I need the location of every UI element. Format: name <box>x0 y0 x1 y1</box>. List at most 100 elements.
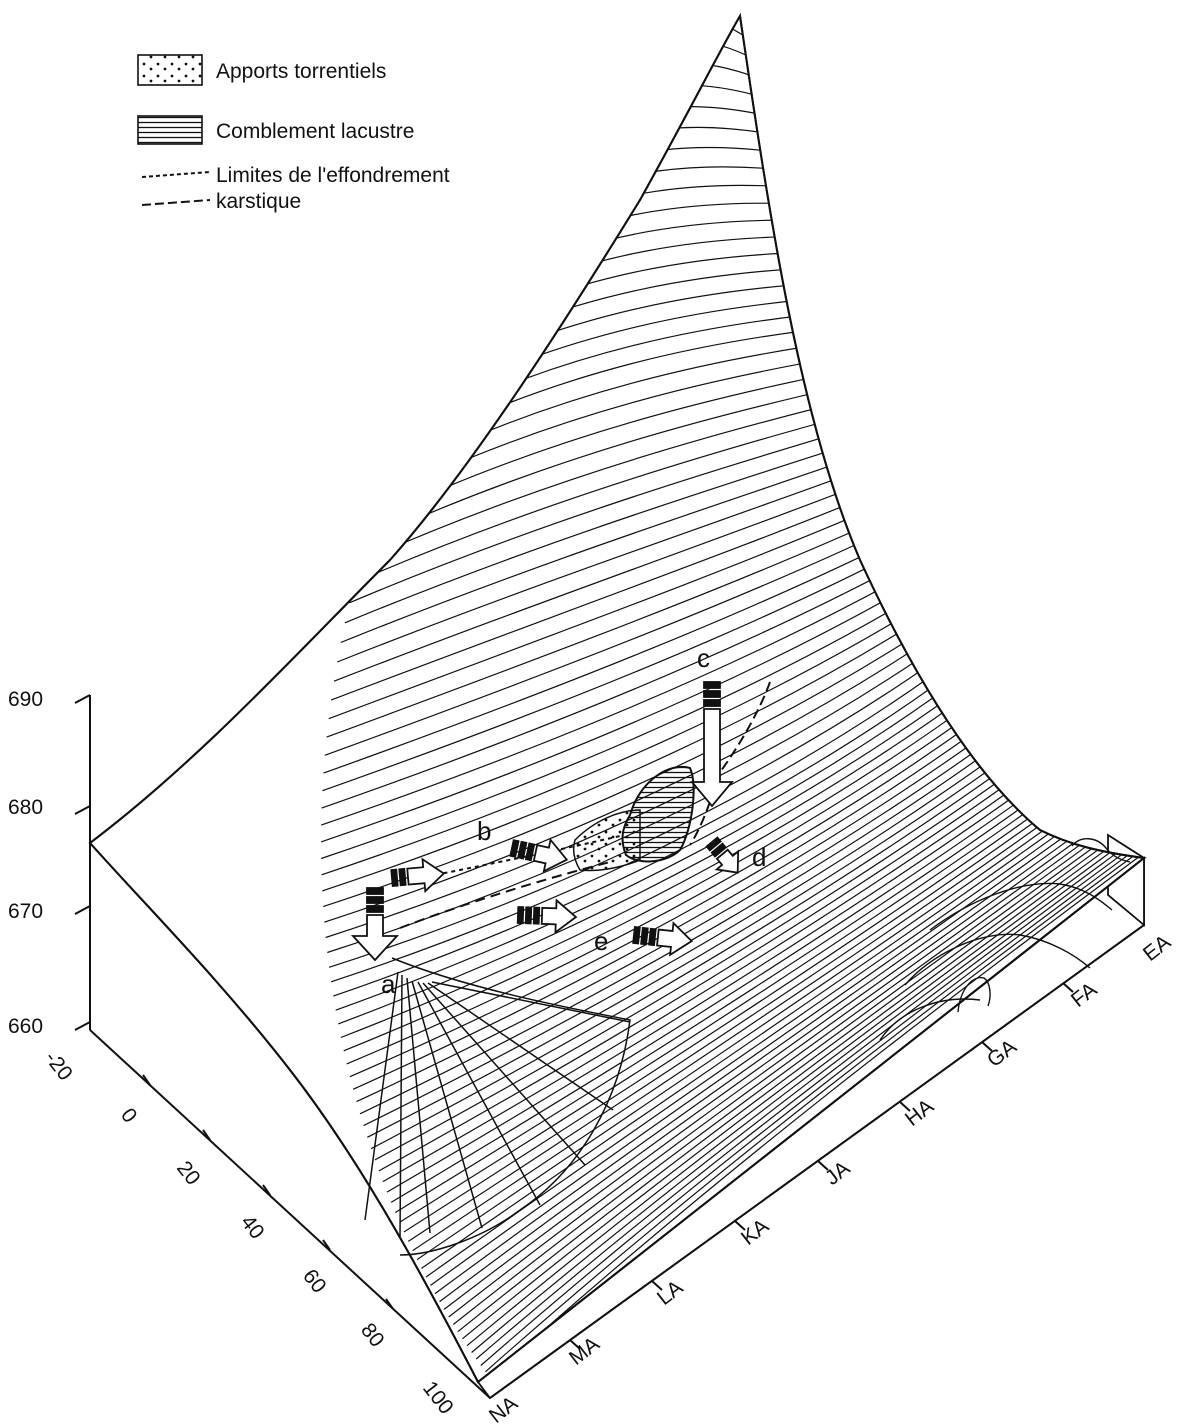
contour-line <box>471 846 1126 1353</box>
contour-line <box>367 737 1034 1138</box>
contour-line <box>323 522 929 774</box>
contour-line <box>399 784 1065 1223</box>
flow-arrows <box>350 681 740 962</box>
contour-line <box>356 717 1022 1103</box>
l-tick-60: 60 <box>298 1265 331 1298</box>
r-tick-EA: EA <box>1139 931 1175 966</box>
contour-line <box>346 695 1010 1065</box>
contour-line <box>462 840 1119 1340</box>
v-tick-680: 680 <box>8 796 43 819</box>
contour-line <box>394 778 1062 1214</box>
vertical-axis <box>74 694 91 1031</box>
dashed-line-swatch-icon <box>141 171 211 206</box>
arrow-e-icon <box>632 921 694 957</box>
arrow-b-west-icon <box>390 857 446 894</box>
arrow-b-icon <box>509 837 569 873</box>
contour-line <box>475 848 1130 1360</box>
contour-line <box>322 533 934 792</box>
l-tick-40: 40 <box>236 1211 269 1244</box>
arrow-c-icon <box>690 681 734 808</box>
point-label-e: e <box>594 926 608 956</box>
contour-line <box>322 593 960 892</box>
contour-line <box>337 672 998 1025</box>
surface-outline-top <box>88 13 1147 1384</box>
l-tick-0: 0 <box>116 1104 141 1127</box>
dots-swatch-icon <box>137 54 203 86</box>
contour-line <box>359 724 1026 1115</box>
r-tick-JA: JA <box>821 1157 854 1190</box>
contour-line <box>416 803 1081 1261</box>
r-tick-FA: FA <box>1067 978 1101 1012</box>
contour-line <box>443 827 1104 1310</box>
left-axis <box>89 1029 491 1399</box>
contour-line <box>374 750 1042 1161</box>
legend-item-limites: Limites de l'effondrement karstique <box>141 164 450 213</box>
point-label-b: b <box>477 816 491 846</box>
arrow-mid-icon <box>516 898 578 935</box>
contour-line <box>489 855 1141 1379</box>
contour-line <box>321 543 938 809</box>
contour-line <box>452 834 1111 1325</box>
contour-line <box>320 564 947 843</box>
point-label-a: a <box>381 969 396 999</box>
l-tick-100: 100 <box>418 1377 458 1419</box>
contour-line <box>335 664 994 1011</box>
arrow-d-icon <box>705 836 740 874</box>
legend-label-apports: Apports torrentiels <box>216 60 386 83</box>
contour-line <box>324 511 925 756</box>
r-tick-HA: HA <box>901 1095 938 1131</box>
contour-line <box>363 731 1030 1127</box>
contour-line <box>466 843 1122 1347</box>
r-tick-LA: LA <box>653 1276 687 1310</box>
legend-label-limites-line1: Limites de l'effondrement <box>216 164 450 187</box>
torrential-deposit-zone <box>572 809 641 872</box>
contour-line <box>370 744 1038 1150</box>
surface-outline <box>88 13 1147 1384</box>
contour-line <box>421 808 1085 1269</box>
r-tick-KA: KA <box>737 1215 773 1250</box>
l-tick-20: 20 <box>172 1157 205 1190</box>
contour-line <box>352 710 1018 1090</box>
contour-line <box>407 794 1073 1242</box>
legend: Apports torrentiels Comblement lacustre … <box>137 54 450 213</box>
point-label-d: d <box>752 842 766 872</box>
legend-label-comblement: Comblement lacustre <box>216 120 414 143</box>
legend-item-apports: Apports torrentiels <box>137 54 386 86</box>
contour-line <box>457 837 1115 1333</box>
contour-line <box>390 773 1058 1203</box>
contour-line <box>485 853 1137 1373</box>
contour-line <box>333 656 989 997</box>
contour-line <box>480 851 1133 1366</box>
hlines-swatch-icon <box>137 115 203 145</box>
contour-line <box>321 574 951 860</box>
contour-line <box>340 680 1002 1039</box>
contour-line <box>330 647 985 983</box>
right-axis <box>489 924 1145 1399</box>
contour-line <box>386 767 1054 1193</box>
arrow-a-icon <box>350 887 400 962</box>
contour-line <box>321 554 943 826</box>
r-tick-GA: GA <box>983 1035 1021 1072</box>
contour-line <box>328 639 981 968</box>
lowland-contours <box>879 838 1131 1041</box>
l-tick-neg20: -20 <box>40 1047 77 1085</box>
v-tick-690: 690 <box>8 688 43 711</box>
l-tick-80: 80 <box>356 1319 389 1352</box>
vertical-axis-labels: 690 680 670 660 <box>8 688 43 1038</box>
contour-line <box>382 762 1050 1183</box>
lacustrine-infill-zone <box>621 765 695 863</box>
legend-item-comblement: Comblement lacustre <box>137 115 414 145</box>
contour-line <box>649 16 741 17</box>
v-tick-670: 670 <box>8 900 43 923</box>
sediment-zones <box>572 765 695 872</box>
contour-line <box>430 816 1092 1286</box>
alluvial-fan <box>364 957 631 1256</box>
point-label-c: c <box>697 643 710 673</box>
contour-line <box>349 703 1014 1078</box>
contour-line <box>448 831 1107 1318</box>
contour-line <box>343 688 1006 1052</box>
contour-line <box>434 820 1096 1295</box>
legend-label-limites-line2: karstique <box>216 190 301 213</box>
contour-line <box>412 798 1077 1252</box>
contour-line <box>439 824 1100 1303</box>
